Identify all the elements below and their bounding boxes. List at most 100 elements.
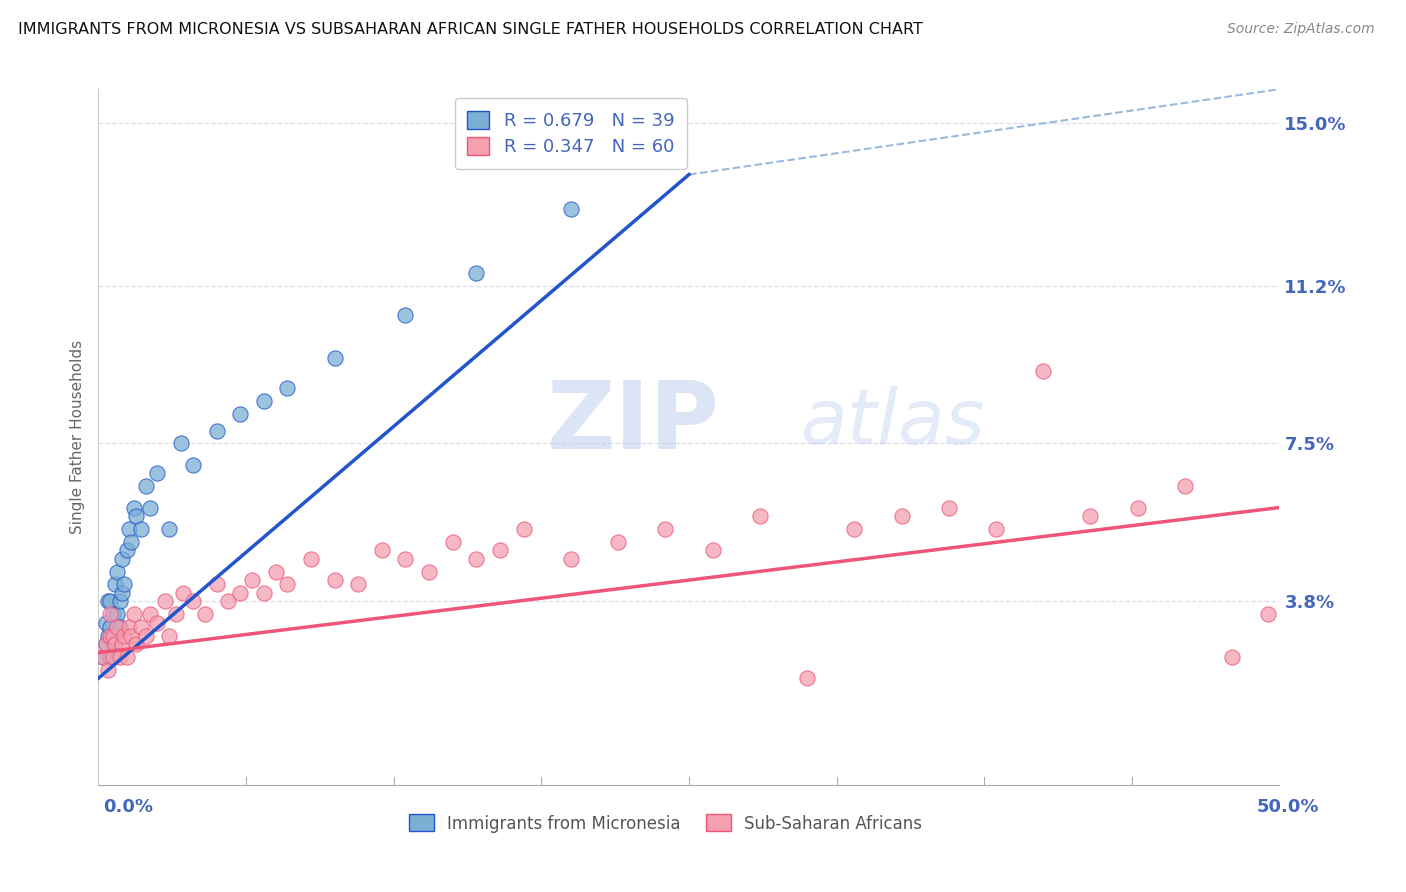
Point [702,543,724,558]
Point [276,577,298,591]
Point [108,594,131,608]
Point [371,543,394,558]
Point [115,649,138,664]
Point [108,620,131,634]
Text: Source: ZipAtlas.com: Source: ZipAtlas.com [1227,22,1375,37]
Point [890,509,912,524]
Point [157,522,180,536]
Point [91,649,114,664]
Point [112,577,135,591]
Point [205,424,228,438]
Point [104,629,127,643]
Point [240,573,263,587]
Point [512,522,534,536]
Point [112,629,135,643]
Point [125,509,148,524]
Point [101,607,124,622]
Point [94,615,117,630]
Point [98,649,121,664]
Point [217,594,239,608]
Point [94,637,117,651]
Point [1257,607,1279,622]
Point [105,607,128,622]
Legend: Immigrants from Micronesia, Sub-Saharan Africans: Immigrants from Micronesia, Sub-Saharan … [402,808,928,839]
Point [97,629,120,643]
Point [194,607,217,622]
Text: 50.0%: 50.0% [1257,798,1319,816]
Point [264,565,287,579]
Point [181,594,204,608]
Point [115,543,138,558]
Point [465,266,488,280]
Point [135,479,157,493]
Point [1174,479,1197,493]
Point [129,522,152,536]
Point [418,565,440,579]
Point [135,629,157,643]
Point [129,620,152,634]
Point [560,202,582,216]
Point [97,594,120,608]
Point [253,393,276,408]
Point [347,577,370,591]
Point [1126,500,1149,515]
Point [98,620,121,634]
Point [121,629,143,643]
Point [938,500,960,515]
Point [94,637,117,651]
Text: 0.0%: 0.0% [103,798,153,816]
Point [105,565,128,579]
Point [844,522,866,536]
Point [181,458,204,472]
Point [157,629,180,643]
Point [146,615,169,630]
Point [560,551,582,566]
Point [101,637,124,651]
Point [253,586,276,600]
Point [111,586,134,600]
Point [122,500,145,515]
Point [984,522,1007,536]
Point [165,607,187,622]
Text: atlas: atlas [801,386,986,460]
Point [101,649,124,664]
Point [111,637,134,651]
Point [299,551,322,566]
Point [748,509,770,524]
Point [441,534,464,549]
Point [205,577,228,591]
Y-axis label: Single Father Households: Single Father Households [69,340,84,534]
Text: ZIP: ZIP [547,377,720,469]
Point [323,573,346,587]
Point [118,620,141,634]
Point [229,586,252,600]
Point [122,607,145,622]
Point [139,500,162,515]
Point [108,649,131,664]
Point [1220,649,1243,664]
Point [125,637,148,651]
Point [104,577,127,591]
Point [394,309,416,323]
Point [1032,364,1054,378]
Point [394,551,416,566]
Point [153,594,176,608]
Point [465,551,488,566]
Point [323,351,346,365]
Point [607,534,630,549]
Point [489,543,512,558]
Point [105,620,128,634]
Point [139,607,162,622]
Point [146,467,169,481]
Point [118,522,141,536]
Point [98,629,121,643]
Point [104,637,127,651]
Point [229,407,252,421]
Point [98,594,121,608]
Point [91,649,114,664]
Point [1080,509,1102,524]
Point [111,551,134,566]
Point [101,629,124,643]
Point [796,671,818,685]
Point [121,534,143,549]
